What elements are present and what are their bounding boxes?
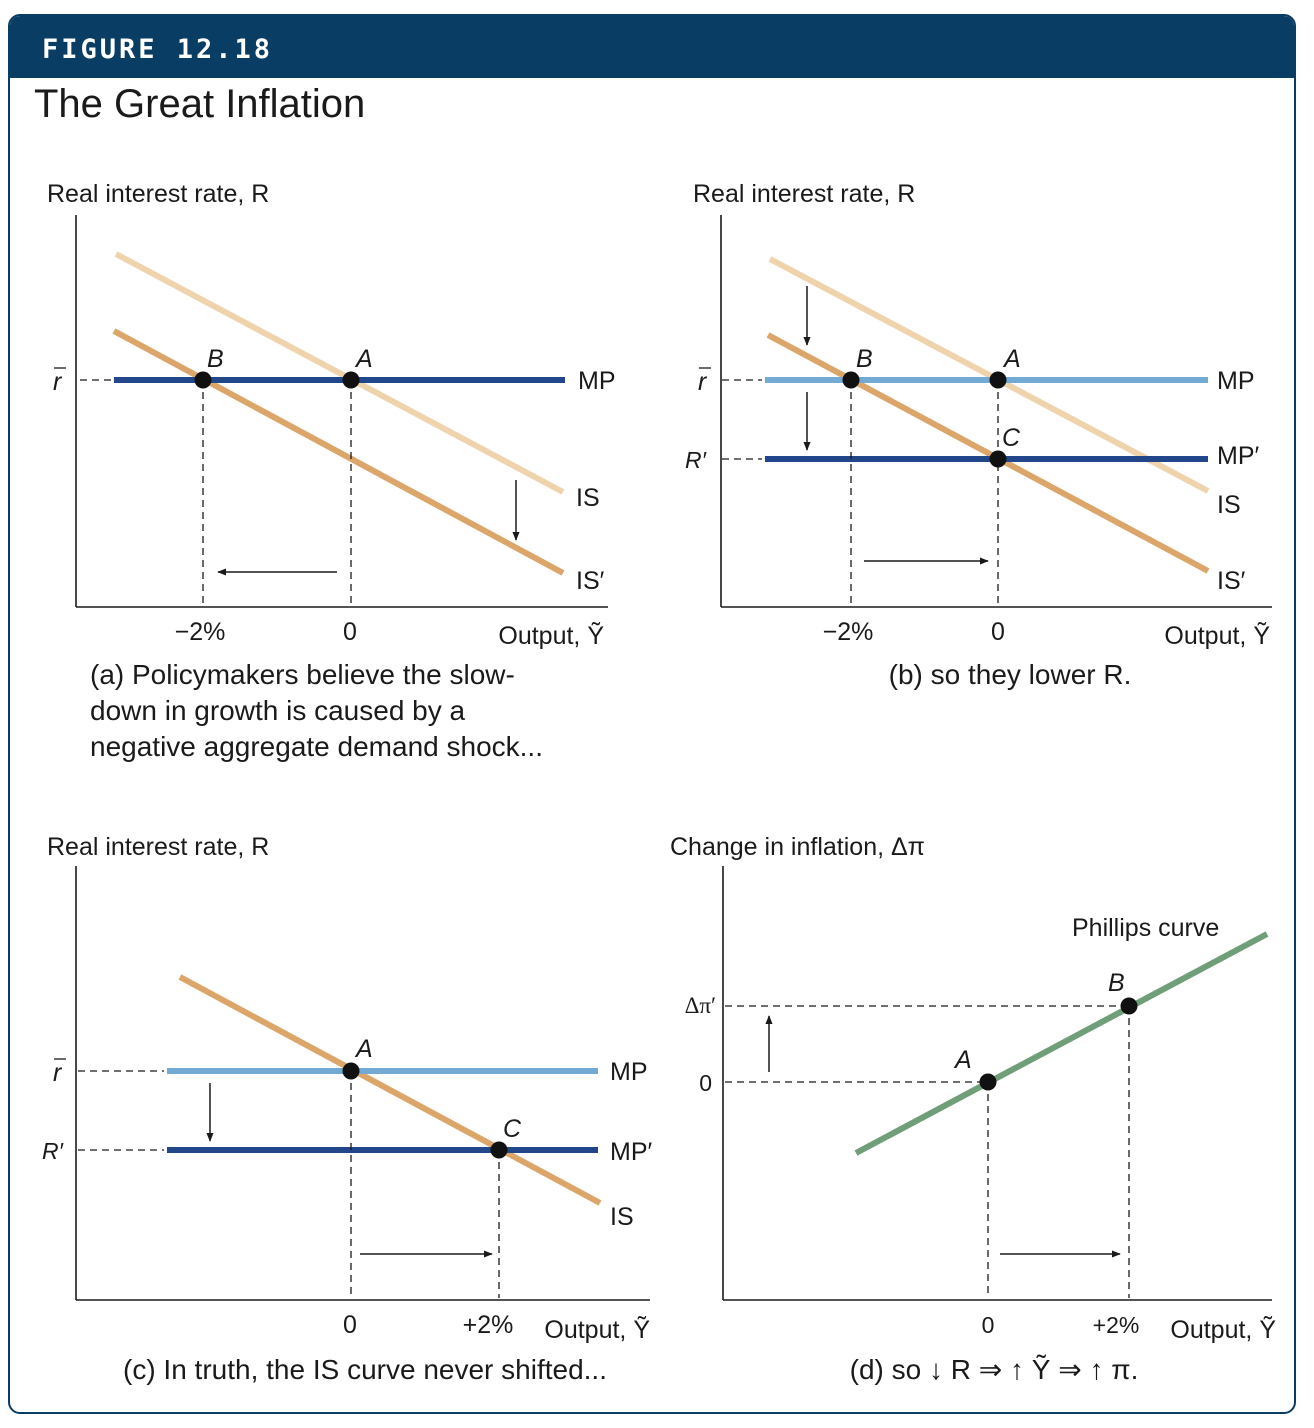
panel-a-xtick-0: 0	[343, 618, 357, 646]
panel-c: Real interest rate, R A C r R′ MP MP′ IS…	[42, 833, 653, 1385]
panel-b-point-c	[989, 450, 1007, 468]
panel-a-label-mp: MP	[578, 367, 616, 395]
panel-a-point-b	[194, 371, 212, 389]
panel-b-ylabel: Real interest rate, R	[693, 180, 915, 208]
panel-c-label-mp: MP	[610, 1058, 648, 1086]
panel-c-label-a: A	[354, 1035, 373, 1063]
panel-b-label-a: A	[1002, 345, 1021, 373]
panel-c-label-is: IS	[610, 1203, 634, 1231]
panel-d: Change in inflation, Δπ A B Δπ′ 0 Philli…	[670, 833, 1276, 1385]
panel-c-label-mp-prime: MP′	[610, 1138, 653, 1166]
panel-d-xlabel: Output, Ỹ	[1170, 1315, 1276, 1344]
panel-c-is-curve	[178, 974, 602, 1206]
panel-c-point-c	[490, 1141, 508, 1159]
panel-b-xlabel: Output, Ỹ	[1164, 621, 1270, 650]
panel-b-ytick-rprime: R′	[685, 447, 707, 473]
panel-a-ylabel: Real interest rate, R	[47, 180, 269, 208]
panel-a: Real interest rate, R B A r MP IS IS′ −2…	[47, 180, 616, 762]
panel-d-label-b: B	[1108, 969, 1125, 997]
panel-d-xtick-0: 0	[982, 1312, 995, 1338]
panel-d-phillips-curve	[854, 931, 1269, 1156]
panel-b-label-b: B	[856, 345, 873, 373]
panel-d-point-b	[1120, 997, 1138, 1015]
panel-c-point-a	[342, 1062, 360, 1080]
panel-b-xtick-0: 0	[991, 618, 1005, 646]
figure-label: FIGURE 12.18	[42, 34, 274, 65]
panel-a-xlabel: Output, Ỹ	[498, 621, 604, 650]
panel-a-label-b: B	[207, 345, 224, 373]
panel-b: Real interest rate, R B A C r R′ MP MP′ …	[685, 180, 1272, 690]
panel-c-xtick-0: 0	[343, 1311, 357, 1339]
panel-c-ytick-rbar: r	[53, 1059, 63, 1087]
panel-b-label-mp-prime: MP′	[1217, 442, 1260, 470]
panel-b-ytick-rbar: r	[698, 368, 708, 396]
panel-d-ylabel: Change in inflation, Δπ	[670, 833, 925, 861]
figure-banner: FIGURE 12.18	[10, 16, 1294, 78]
panel-a-caption-line-1: (a) Policymakers believe the slow-	[90, 659, 515, 690]
panel-b-caption: (b) so they lower R.	[889, 659, 1132, 690]
panel-c-ytick-rprime: R′	[42, 1138, 64, 1164]
panel-d-label-a: A	[953, 1046, 972, 1074]
panel-a-is-curve	[114, 251, 565, 495]
panel-a-caption-line-2: down in growth is caused by a	[90, 695, 466, 726]
panel-b-label-mp: MP	[1217, 367, 1255, 395]
panel-c-ylabel: Real interest rate, R	[47, 833, 269, 861]
panel-b-label-is-prime: IS′	[1217, 567, 1246, 595]
panel-a-label-a: A	[354, 345, 373, 373]
panel-b-label-is: IS	[1217, 491, 1241, 519]
panel-a-label-is: IS	[576, 484, 600, 512]
panel-b-xtick-minus2: −2%	[823, 618, 874, 646]
figure-frame: FIGURE 12.18	[8, 14, 1296, 1414]
figure-title: The Great Inflation	[34, 82, 366, 126]
panel-c-label-c: C	[503, 1115, 522, 1143]
panel-d-xtick-plus2: +2%	[1093, 1312, 1140, 1338]
panel-d-point-a	[979, 1073, 997, 1091]
panel-d-ytick-dpi-prime: Δπ′	[685, 993, 716, 1018]
panel-d-ytick-0: 0	[699, 1070, 712, 1096]
panel-a-ytick-rbar: r	[53, 368, 63, 396]
panel-a-point-a	[342, 371, 360, 389]
panel-c-xtick-plus2: +2%	[463, 1311, 514, 1339]
panel-a-caption-line-3: negative aggregate demand shock...	[90, 731, 543, 762]
panel-c-caption: (c) In truth, the IS curve never shifted…	[123, 1354, 607, 1385]
panel-b-label-c: C	[1002, 424, 1021, 452]
panel-a-label-is-prime: IS′	[576, 567, 605, 595]
panel-b-point-b	[842, 371, 860, 389]
panel-b-is-prime-curve	[766, 332, 1210, 574]
panel-b-point-a	[989, 371, 1007, 389]
panel-d-caption: (d) so ↓ R ⇒ ↑ Ỹ ⇒ ↑ π.	[850, 1354, 1139, 1385]
panel-a-is-prime-curve	[112, 328, 565, 576]
panel-d-label-phillips: Phillips curve	[1072, 914, 1219, 942]
panel-b-is-curve	[768, 256, 1210, 494]
panel-c-xlabel: Output, Ỹ	[544, 1315, 650, 1344]
panel-a-xtick-minus2: −2%	[175, 618, 226, 646]
